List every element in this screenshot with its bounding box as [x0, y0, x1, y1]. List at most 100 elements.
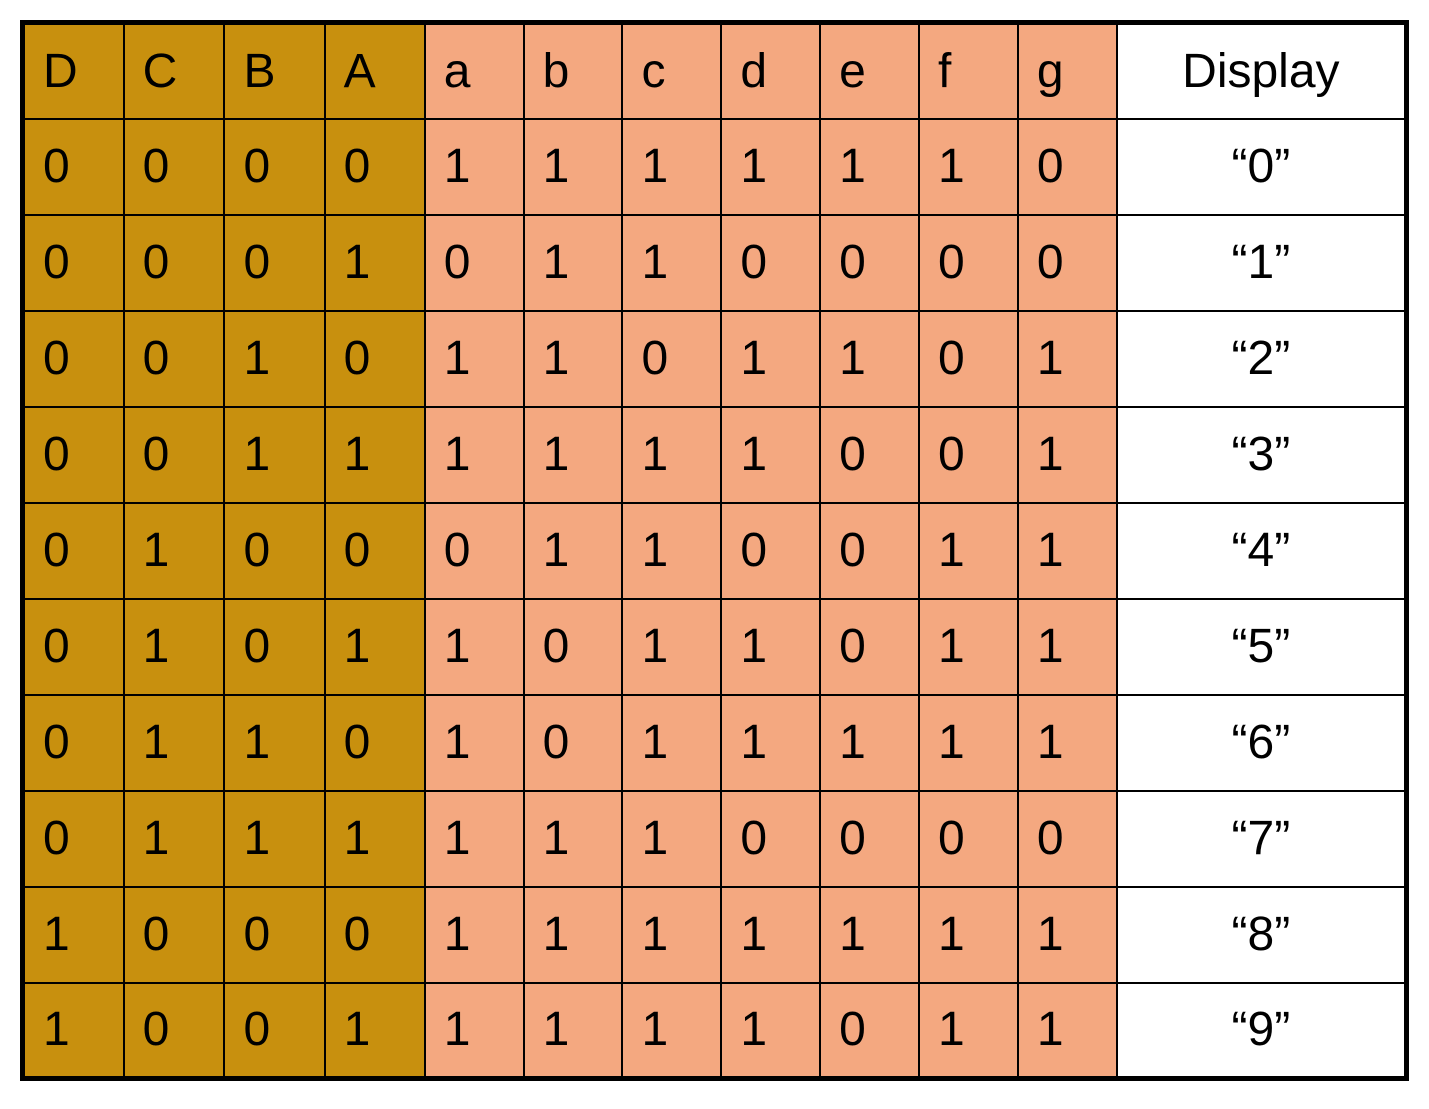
data-cell: 1	[919, 695, 1018, 791]
data-cell: 0	[23, 407, 124, 503]
data-cell: 0	[820, 503, 919, 599]
data-cell: 1	[524, 215, 623, 311]
data-cell: 0	[124, 311, 225, 407]
table-row: 00101101101“2”	[23, 311, 1407, 407]
data-cell: 1	[124, 695, 225, 791]
column-header-b: b	[524, 23, 623, 119]
data-cell: 0	[524, 599, 623, 695]
data-cell: 1	[325, 407, 425, 503]
data-cell: 0	[23, 695, 124, 791]
table-row: 01000110011“4”	[23, 503, 1407, 599]
display-cell: “7”	[1117, 791, 1407, 887]
data-cell: 1	[919, 983, 1018, 1079]
data-cell: 0	[224, 599, 324, 695]
data-cell: 1	[425, 311, 524, 407]
data-cell: 1	[23, 983, 124, 1079]
data-cell: 0	[820, 215, 919, 311]
data-cell: 0	[820, 983, 919, 1079]
data-cell: 0	[1018, 791, 1117, 887]
data-cell: 1	[425, 887, 524, 983]
data-cell: 1	[124, 503, 225, 599]
data-cell: 1	[820, 311, 919, 407]
data-cell: 1	[919, 887, 1018, 983]
data-cell: 0	[23, 503, 124, 599]
table-header-row: DCBAabcdefgDisplay	[23, 23, 1407, 119]
data-cell: 1	[1018, 695, 1117, 791]
data-cell: 1	[325, 599, 425, 695]
column-header-d: D	[23, 23, 124, 119]
column-header-a: A	[325, 23, 425, 119]
data-cell: 1	[224, 695, 324, 791]
data-cell: 0	[919, 407, 1018, 503]
data-cell: 1	[224, 311, 324, 407]
data-cell: 0	[820, 791, 919, 887]
data-cell: 1	[721, 887, 820, 983]
data-cell: 1	[23, 887, 124, 983]
data-cell: 0	[224, 215, 324, 311]
table-row: 00111111001“3”	[23, 407, 1407, 503]
data-cell: 0	[919, 311, 1018, 407]
column-header-c: c	[622, 23, 721, 119]
data-cell: 0	[820, 407, 919, 503]
data-cell: 0	[23, 119, 124, 215]
data-cell: 1	[919, 119, 1018, 215]
table-row: 10011111011“9”	[23, 983, 1407, 1079]
data-cell: 1	[224, 407, 324, 503]
data-cell: 1	[622, 407, 721, 503]
data-cell: 1	[524, 119, 623, 215]
data-cell: 1	[524, 503, 623, 599]
data-cell: 1	[325, 791, 425, 887]
data-cell: 1	[524, 887, 623, 983]
data-cell: 0	[124, 407, 225, 503]
data-cell: 0	[124, 215, 225, 311]
data-cell: 1	[425, 695, 524, 791]
data-cell: 1	[622, 503, 721, 599]
data-cell: 1	[721, 119, 820, 215]
column-header-c: C	[124, 23, 225, 119]
data-cell: 1	[124, 791, 225, 887]
data-cell: 1	[1018, 983, 1117, 1079]
data-cell: 0	[721, 503, 820, 599]
table-row: 01011011011“5”	[23, 599, 1407, 695]
data-cell: 1	[622, 599, 721, 695]
data-cell: 1	[622, 695, 721, 791]
display-cell: “9”	[1117, 983, 1407, 1079]
data-cell: 0	[325, 119, 425, 215]
data-cell: 1	[524, 407, 623, 503]
column-header-a: a	[425, 23, 524, 119]
data-cell: 1	[425, 791, 524, 887]
data-cell: 0	[23, 215, 124, 311]
data-cell: 1	[224, 791, 324, 887]
data-cell: 1	[721, 695, 820, 791]
display-cell: “0”	[1117, 119, 1407, 215]
column-header-d: d	[721, 23, 820, 119]
column-header-f: f	[919, 23, 1018, 119]
data-cell: 1	[425, 119, 524, 215]
seven-segment-truth-table: DCBAabcdefgDisplay00001111110“0”00010110…	[20, 20, 1409, 1081]
table-row: 01101011111“6”	[23, 695, 1407, 791]
column-header-b: B	[224, 23, 324, 119]
data-cell: 1	[820, 695, 919, 791]
data-cell: 0	[124, 983, 225, 1079]
data-cell: 0	[224, 887, 324, 983]
data-cell: 0	[325, 311, 425, 407]
data-cell: 1	[622, 119, 721, 215]
data-cell: 1	[1018, 599, 1117, 695]
table-row: 00010110000“1”	[23, 215, 1407, 311]
display-cell: “4”	[1117, 503, 1407, 599]
data-cell: 0	[1018, 119, 1117, 215]
data-cell: 0	[919, 791, 1018, 887]
data-cell: 1	[622, 887, 721, 983]
data-cell: 0	[1018, 215, 1117, 311]
data-cell: 1	[524, 791, 623, 887]
display-cell: “1”	[1117, 215, 1407, 311]
data-cell: 0	[224, 983, 324, 1079]
data-cell: 1	[425, 599, 524, 695]
column-header-display: Display	[1117, 23, 1407, 119]
data-cell: 0	[721, 791, 820, 887]
data-cell: 1	[1018, 407, 1117, 503]
data-cell: 0	[23, 311, 124, 407]
data-cell: 1	[1018, 311, 1117, 407]
data-cell: 1	[425, 407, 524, 503]
data-cell: 0	[124, 119, 225, 215]
